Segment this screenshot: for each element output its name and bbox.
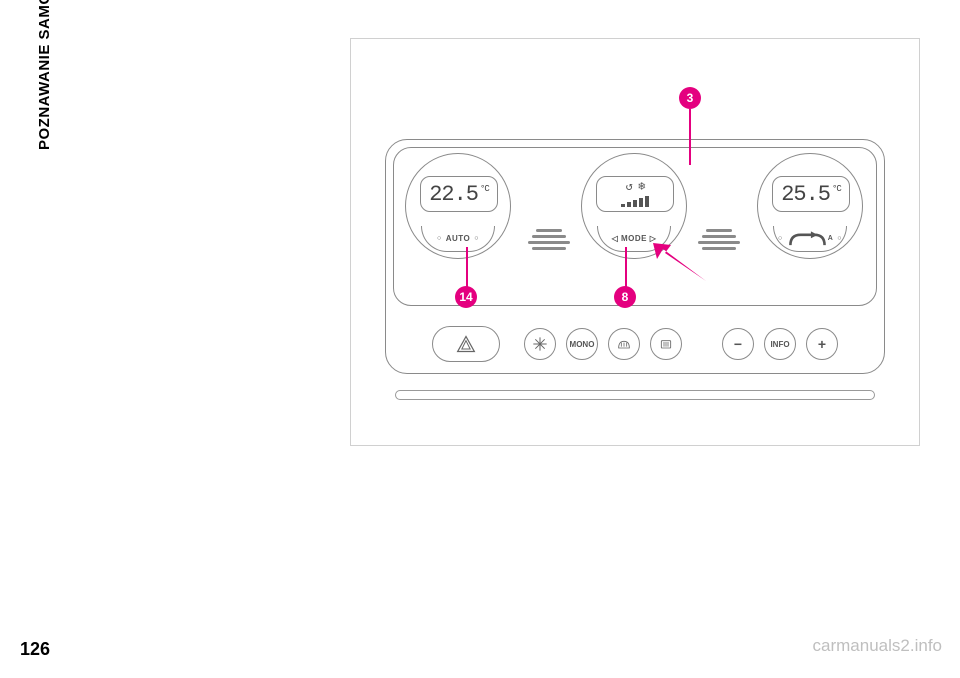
- left-temp-unit: °C: [480, 184, 489, 194]
- front-defrost-icon: [616, 336, 632, 352]
- right-temp-unit: °C: [832, 184, 841, 194]
- left-temp-dial[interactable]: 22.5°C ○ AUTO ○: [405, 153, 511, 259]
- right-temp-dial[interactable]: 25.5°C ○ A ○: [757, 153, 863, 259]
- callout-3: 3: [679, 87, 701, 109]
- lower-trim: [395, 390, 875, 400]
- auto-label: AUTO: [446, 234, 471, 243]
- snowflake-icon: [532, 336, 548, 352]
- recirc-dot-left: ○: [778, 235, 783, 242]
- front-defrost-button[interactable]: [608, 328, 640, 360]
- minus-button[interactable]: −: [722, 328, 754, 360]
- vent-left: [528, 229, 570, 253]
- hazard-icon: [456, 334, 476, 354]
- recirc-icon: [787, 228, 828, 248]
- auto-button[interactable]: ○ AUTO ○: [421, 226, 495, 252]
- right-temp-display: 25.5°C: [772, 176, 850, 212]
- center-display: ↺ ❄: [596, 176, 674, 212]
- left-temp-display: 22.5°C: [420, 176, 498, 212]
- callout-8: 8: [614, 286, 636, 308]
- climate-panel: 22.5°C ○ AUTO ○ ↺ ❄ ◁ MODE ▷ 25.5: [385, 139, 885, 374]
- recirc-dot-right: ○: [837, 235, 842, 242]
- callout-8-line: [625, 247, 627, 287]
- page-number: 126: [20, 639, 50, 660]
- rear-defrost-icon: [658, 336, 674, 352]
- section-title: POZNAWANIE SAMOCHODU: [36, 0, 53, 150]
- rear-defrost-button[interactable]: [650, 328, 682, 360]
- callout-14: 14: [455, 286, 477, 308]
- callout-3-line: [689, 109, 691, 165]
- info-button[interactable]: INFO: [764, 328, 796, 360]
- mode-label: ◁ MODE ▷: [612, 234, 657, 243]
- recirc-a: A: [828, 235, 834, 242]
- auto-dot-right: ○: [474, 235, 479, 242]
- figure-climate-controls: 3 22.5°C ○ AUTO ○ ↺ ❄ ◁ MODE: [350, 38, 920, 446]
- right-temp-value: 25: [781, 182, 805, 207]
- right-temp-decimal: .5: [806, 182, 830, 207]
- airflow-icon: ↺ ❄: [605, 181, 665, 207]
- button-row: MONO − INFO +: [385, 326, 885, 362]
- callout-14-line: [466, 247, 468, 287]
- plus-button[interactable]: +: [806, 328, 838, 360]
- auto-dot-left: ○: [437, 235, 442, 242]
- ac-button[interactable]: [524, 328, 556, 360]
- pointer-arrow: [651, 241, 711, 283]
- hazard-button[interactable]: [432, 326, 500, 362]
- mono-button[interactable]: MONO: [566, 328, 598, 360]
- watermark: carmanuals2.info: [813, 636, 942, 656]
- left-temp-decimal: .5: [454, 182, 478, 207]
- recirc-button[interactable]: ○ A ○: [773, 226, 847, 252]
- left-temp-value: 22: [429, 182, 453, 207]
